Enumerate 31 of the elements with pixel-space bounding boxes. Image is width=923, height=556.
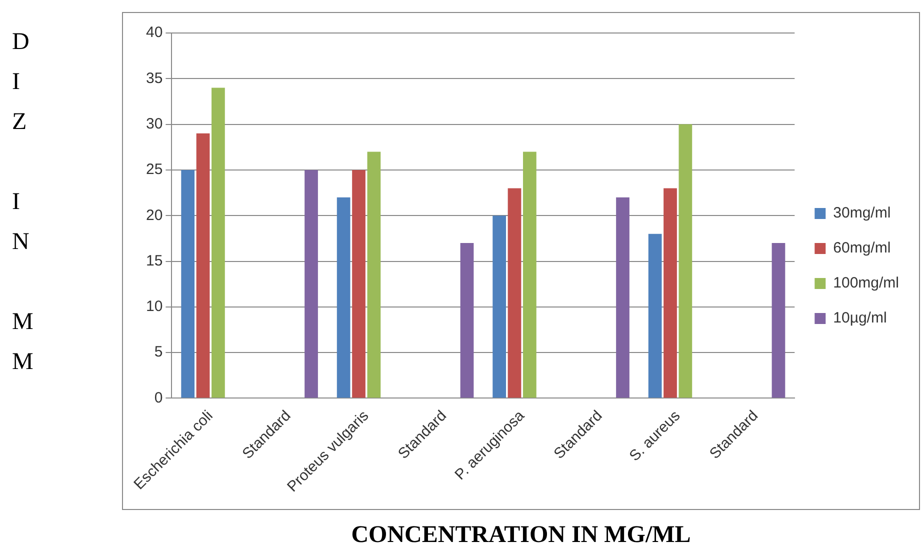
- x-axis-title: CONCENTRATION IN MG/ML: [350, 522, 692, 549]
- bar: [196, 133, 210, 398]
- y-tick-label: 5: [154, 344, 163, 361]
- bar: [678, 124, 692, 398]
- bar: [616, 197, 630, 398]
- y-tick-label: 10: [146, 298, 163, 316]
- y-tick-label: 20: [146, 206, 163, 224]
- bar: [336, 197, 350, 398]
- legend-label: 100mg/ml: [833, 274, 899, 292]
- legend-label: 30mg/ml: [833, 204, 891, 222]
- y-tick-label: 15: [146, 252, 163, 270]
- bar: [367, 152, 381, 398]
- bar: [772, 243, 786, 398]
- bar: [352, 170, 366, 398]
- bar: [181, 170, 195, 398]
- bar: [492, 216, 506, 398]
- bar: [508, 188, 522, 398]
- bar: [460, 243, 474, 398]
- y-tick-label: 0: [154, 389, 163, 406]
- y-tick-label: 40: [146, 24, 163, 42]
- bar: [304, 170, 318, 398]
- bar: [664, 188, 677, 398]
- y-tick-label: 35: [146, 70, 163, 87]
- y-tick-label: 30: [146, 115, 163, 132]
- text: DIZ IN MM: [12, 29, 34, 375]
- bar: [212, 88, 225, 398]
- legend-label: 10µg/ml: [833, 310, 887, 327]
- y-tick-label: 25: [146, 161, 163, 178]
- legend-label: 60mg/ml: [833, 240, 891, 257]
- bar: [648, 234, 662, 398]
- bar: [523, 152, 536, 398]
